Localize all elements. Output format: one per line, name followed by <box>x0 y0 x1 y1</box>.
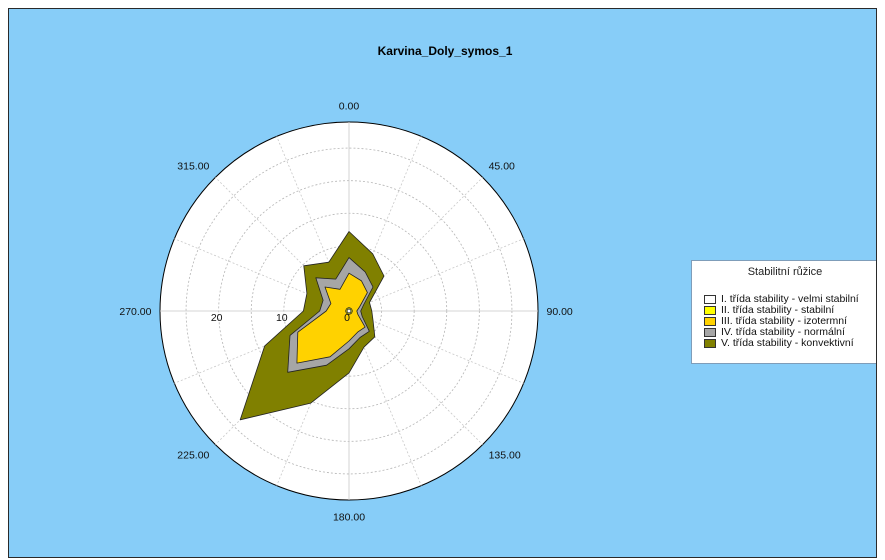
chart-frame: Karvina_Doly_symos_1 0.00 45.00 90.00 135.0… <box>8 8 877 558</box>
grid-spoke <box>348 238 524 312</box>
legend-title: Stabilitní růžice <box>747 266 823 278</box>
series-area <box>296 272 368 364</box>
legend-swatch <box>704 327 716 337</box>
legend-label: IV. třída stability - normální <box>721 326 845 338</box>
legend-swatch <box>704 338 716 348</box>
grid-spoke <box>348 310 422 486</box>
legend-label: V. třída stability - konvektivní <box>721 337 854 349</box>
angle-label: 270.00 <box>119 306 151 318</box>
legend-label: III. třída stability - izotermní <box>721 315 848 327</box>
grid-spoke <box>348 310 483 445</box>
chart-title: Karvina_Doly_symos_1 <box>378 44 513 58</box>
radial-tick-label: 10 <box>276 312 288 324</box>
angle-label: 90.00 <box>547 306 573 318</box>
legend-label: II. třída stability - stabilní <box>721 304 835 316</box>
grid-spoke <box>348 177 483 312</box>
angle-label: 0.00 <box>339 101 360 113</box>
angle-label: 315.00 <box>177 160 209 172</box>
legend-label: I. třída stability - velmi stabilní <box>721 293 859 305</box>
legend-item: III. třída stability - izotermní <box>704 315 847 327</box>
legend-swatch <box>704 305 716 315</box>
series-area <box>346 308 352 314</box>
angle-label: 135.00 <box>489 450 521 462</box>
angle-label: 45.00 <box>489 160 515 172</box>
grid-spoke <box>348 310 524 384</box>
grid-spoke <box>215 177 350 312</box>
legend-item: IV. třída stability - normální <box>704 326 845 338</box>
legend: Stabilitní růžice I. třída stability - v… <box>691 260 876 364</box>
radial-tick-label: 20 <box>211 312 223 324</box>
grid-spoke <box>276 136 350 312</box>
radial-tick-label: 0 <box>344 312 350 324</box>
legend-swatch <box>704 316 716 326</box>
angle-label: 180.00 <box>333 512 365 524</box>
grid-spoke <box>215 310 350 445</box>
grid-spoke <box>174 310 350 384</box>
grid-spoke <box>348 136 422 312</box>
grid-spoke <box>174 238 350 312</box>
legend-item: V. třída stability - konvektivní <box>704 337 854 349</box>
legend-item: II. třída stability - stabilní <box>704 304 834 316</box>
legend-item: I. třída stability - velmi stabilní <box>704 293 859 305</box>
grid-spoke <box>276 310 350 486</box>
polar-chart: Karvina_Doly_symos_1 0.00 45.00 90.00 135.0… <box>119 44 573 524</box>
legend-swatch <box>704 294 716 304</box>
angle-label: 225.00 <box>177 450 209 462</box>
